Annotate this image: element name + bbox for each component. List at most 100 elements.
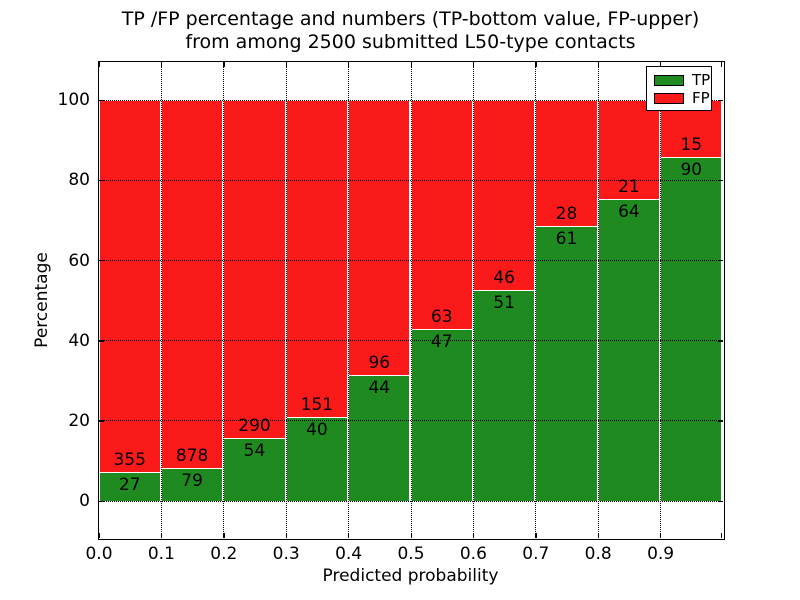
gridline-vertical <box>535 61 537 538</box>
bar-fp-count-label: 63 <box>430 307 453 328</box>
legend-row-tp: TP <box>654 71 711 89</box>
x-tick-mark <box>660 532 662 538</box>
y-tick-mark-right <box>717 260 723 262</box>
y-tick-label: 40 <box>68 330 90 351</box>
plot-area: 355 27 878 79 290 54 151 40 96 44 63 47 46 51 28 61 21 64… <box>97 60 725 540</box>
x-tick-mark-top <box>98 61 100 67</box>
x-tick-mark-top <box>160 61 163 67</box>
gridline-horizontal <box>98 179 723 181</box>
y-tick-label: 80 <box>68 170 90 191</box>
x-tick-mark-top <box>597 61 600 67</box>
y-tick-mark <box>98 99 104 101</box>
bar-fp-segment <box>285 99 349 417</box>
gridline-horizontal <box>98 340 723 342</box>
x-tick-mark <box>597 532 600 538</box>
gridline-horizontal <box>98 260 723 261</box>
bar-fp-segment <box>223 99 286 438</box>
x-tick-mark <box>285 532 288 538</box>
bar-tp-count-label: 51 <box>493 292 515 313</box>
x-tick-mark <box>472 532 475 538</box>
bar-tp-count-label: 27 <box>118 475 141 496</box>
chart-title-line2: from among 2500 submitted L50-type conta… <box>185 31 636 53</box>
bar-fp-segment <box>348 99 411 375</box>
y-tick-mark <box>98 340 104 342</box>
bar-fp-segment <box>160 99 224 468</box>
y-tick-label: 20 <box>68 410 90 431</box>
gridline-horizontal <box>98 500 723 502</box>
x-tick-mark-top <box>285 61 288 67</box>
bar-tp-segment <box>597 198 661 501</box>
y-tick-mark-right <box>717 420 723 422</box>
x-tick-label: 0.1 <box>147 544 175 564</box>
legend-row-fp: FP <box>654 89 711 107</box>
y-tick-mark <box>98 420 104 422</box>
x-tick-mark-top <box>660 61 662 67</box>
bar-fp-count-label: 355 <box>113 450 146 471</box>
legend-swatch-fp <box>654 92 684 104</box>
bar-fp-count-label: 96 <box>368 352 391 373</box>
y-tick-label: 100 <box>57 90 90 111</box>
gridline-vertical <box>348 61 350 538</box>
bar-fp-count-label: 21 <box>618 176 640 197</box>
gridline-vertical <box>410 61 412 538</box>
bar-tp-segment <box>98 472 161 501</box>
y-tick-mark-right <box>717 500 723 502</box>
legend-label-fp: FP <box>692 88 710 107</box>
x-tick-label: 0.4 <box>335 544 363 564</box>
gridline-vertical <box>472 61 474 538</box>
bar-fp-segment <box>98 99 161 473</box>
x-tick-label: 0.9 <box>647 544 675 564</box>
bar-fp-count-label: 290 <box>238 415 271 436</box>
y-tick-label: 60 <box>68 250 90 271</box>
x-tick-mark <box>223 532 225 538</box>
bar-fp-segment <box>472 99 536 290</box>
plot-inner: 355 27 878 79 290 54 151 40 96 44 63 47 46 51 28 61 21 64… <box>98 61 723 538</box>
y-tick-mark-right <box>717 179 723 182</box>
gridline-horizontal <box>98 420 723 422</box>
y-tick-mark <box>98 500 104 502</box>
y-tick-mark <box>98 179 104 182</box>
bar-tp-segment <box>348 374 411 501</box>
y-tick-label: 0 <box>79 491 90 512</box>
x-tick-mark-top <box>410 61 412 67</box>
gridline-horizontal <box>98 99 723 101</box>
x-tick-mark <box>98 532 100 538</box>
bar-fp-count-label: 46 <box>493 267 515 288</box>
bar-tp-count-label: 61 <box>555 228 578 249</box>
x-tick-mark-top <box>535 61 537 67</box>
legend-swatch-tp <box>654 74 684 86</box>
y-tick-mark <box>98 260 104 262</box>
bar-tp-segment <box>285 416 349 501</box>
bar-fp-count-label: 15 <box>680 134 703 155</box>
x-tick-mark <box>721 532 723 538</box>
gridline-vertical <box>660 61 662 538</box>
x-tick-mark <box>160 532 163 538</box>
bar-fp-count-label: 28 <box>555 203 578 224</box>
x-tick-mark-top <box>721 61 723 67</box>
bar-tp-count-label: 44 <box>368 377 391 398</box>
bar-tp-segment <box>472 289 536 501</box>
bar-fp-segment <box>410 99 473 330</box>
bar-tp-count-label: 47 <box>430 332 453 353</box>
bar-tp-count-label: 79 <box>181 470 203 491</box>
x-tick-label: 0.6 <box>459 544 487 564</box>
x-tick-mark <box>535 532 537 538</box>
bar-tp-segment <box>223 437 286 501</box>
bar-tp-segment <box>535 225 598 501</box>
x-tick-mark-top <box>223 61 225 67</box>
gridline-vertical <box>597 61 599 538</box>
bar-tp-count-label: 90 <box>680 159 703 180</box>
chart-title: TP /FP percentage and numbers (TP-bottom… <box>97 8 724 54</box>
bar-fp-count-label: 151 <box>300 394 334 415</box>
legend: TP FP <box>646 66 712 111</box>
x-tick-label: 0.3 <box>272 544 300 564</box>
gridline-vertical <box>285 61 287 538</box>
bar-tp-count-label: 40 <box>306 419 328 440</box>
x-tick-label: 0.8 <box>584 544 612 564</box>
x-tick-label: 0.0 <box>85 544 113 564</box>
x-tick-label: 0.5 <box>397 544 425 564</box>
y-tick-mark-right <box>717 340 723 342</box>
x-axis-label: Predicted probability <box>322 566 499 586</box>
x-tick-mark-top <box>472 61 475 67</box>
